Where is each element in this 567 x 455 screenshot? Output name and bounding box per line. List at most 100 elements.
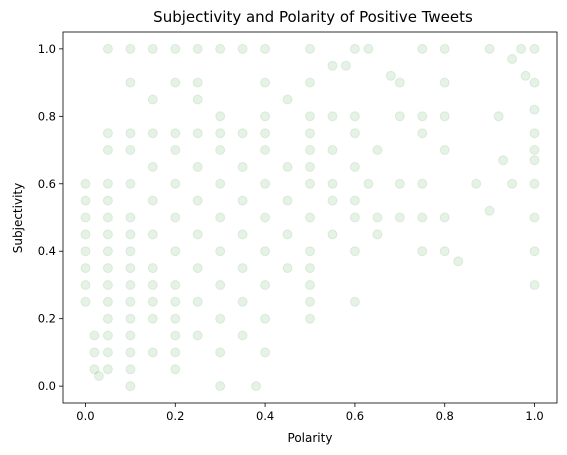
scatter-point [102, 313, 113, 324]
scatter-point [170, 313, 181, 324]
scatter-point [170, 77, 181, 88]
scatter-point [305, 178, 315, 189]
scatter-point [394, 212, 405, 223]
scatter-point [147, 280, 158, 290]
scatter-point [102, 43, 113, 54]
scatter-point [282, 161, 293, 172]
scatter-point [349, 161, 360, 172]
scatter-point [215, 313, 226, 324]
scatter-point [529, 178, 540, 189]
scatter-point [102, 263, 113, 274]
scatter-point [305, 161, 315, 172]
scatter-point [349, 296, 360, 307]
scatter-point [372, 212, 383, 223]
scatter-point [327, 60, 338, 71]
scatter-point [237, 229, 248, 240]
scatter-point [192, 330, 203, 341]
scatter-point [394, 111, 405, 122]
scatter-point [260, 313, 271, 324]
scatter-point [484, 205, 495, 216]
scatter-point [471, 178, 482, 189]
scatter-point [102, 246, 113, 257]
scatter-point [260, 178, 271, 189]
x-tick-label: 0.6 [346, 409, 364, 423]
scatter-point [529, 128, 540, 139]
scatter-point [125, 212, 136, 223]
scatter-point [305, 145, 315, 155]
scatter-point [327, 111, 338, 122]
points-layer [80, 43, 540, 392]
scatter-point [215, 128, 226, 139]
y-axis: 0.0 0.2 0.4 0.6 0.8 1.0 [38, 42, 63, 393]
scatter-point [147, 313, 158, 324]
scatter-point [125, 296, 136, 307]
scatter-point [125, 347, 136, 358]
x-tick-label: 0.4 [256, 409, 274, 423]
scatter-point [305, 77, 315, 88]
scatter-point [89, 364, 100, 375]
scatter-point [305, 212, 315, 223]
scatter-point [340, 60, 351, 71]
scatter-point [349, 246, 360, 257]
scatter-point [80, 212, 91, 223]
y-tick-label: 0.2 [38, 312, 56, 326]
scatter-point [260, 212, 271, 223]
x-tick-label: 0.0 [76, 409, 94, 423]
scatter-point [192, 229, 203, 240]
scatter-point [417, 212, 428, 223]
scatter-point [394, 77, 405, 88]
scatter-point [147, 263, 158, 274]
scatter-point [529, 145, 540, 155]
scatter-point [237, 296, 248, 307]
scatter-point [417, 246, 428, 257]
scatter-point [170, 212, 181, 223]
scatter-point [363, 178, 374, 189]
scatter-point [237, 195, 248, 206]
y-tick-label: 0.4 [38, 244, 56, 258]
scatter-point [215, 111, 226, 122]
x-axis: 0.0 0.2 0.4 0.6 0.8 1.0 [76, 403, 544, 423]
scatter-point [125, 43, 136, 54]
scatter-point [80, 296, 91, 307]
scatter-point [192, 296, 203, 307]
scatter-point [417, 43, 428, 54]
scatter-point [80, 229, 91, 240]
scatter-point [147, 161, 158, 172]
scatter-point [372, 229, 383, 240]
scatter-point [305, 296, 315, 307]
scatter-point [170, 145, 181, 155]
scatter-point [102, 364, 113, 375]
scatter-point [170, 43, 181, 54]
scatter-point [170, 296, 181, 307]
scatter-point [93, 371, 104, 381]
scatter-point [125, 178, 136, 189]
scatter-point [102, 330, 113, 341]
scatter-point [282, 263, 293, 274]
scatter-point [327, 145, 338, 155]
scatter-point [305, 313, 315, 324]
scatter-point [80, 263, 91, 274]
scatter-point [439, 212, 450, 223]
scatter-point [80, 280, 91, 290]
scatter-point [260, 43, 271, 54]
scatter-point [363, 43, 374, 54]
scatter-point [260, 145, 271, 155]
scatter-point [237, 330, 248, 341]
scatter-point [349, 212, 360, 223]
scatter-point [170, 364, 181, 375]
scatter-point [89, 347, 100, 358]
scatter-point [529, 43, 540, 54]
scatter-point [520, 70, 531, 81]
scatter-point [237, 263, 248, 274]
scatter-point [327, 195, 338, 206]
scatter-point [215, 347, 226, 358]
scatter-point [170, 128, 181, 139]
scatter-point [529, 246, 540, 257]
scatter-point [260, 77, 271, 88]
scatter-point [327, 178, 338, 189]
scatter-point [80, 195, 91, 206]
scatter-point [170, 330, 181, 341]
scatter-point [80, 178, 91, 189]
scatter-point [125, 77, 136, 88]
